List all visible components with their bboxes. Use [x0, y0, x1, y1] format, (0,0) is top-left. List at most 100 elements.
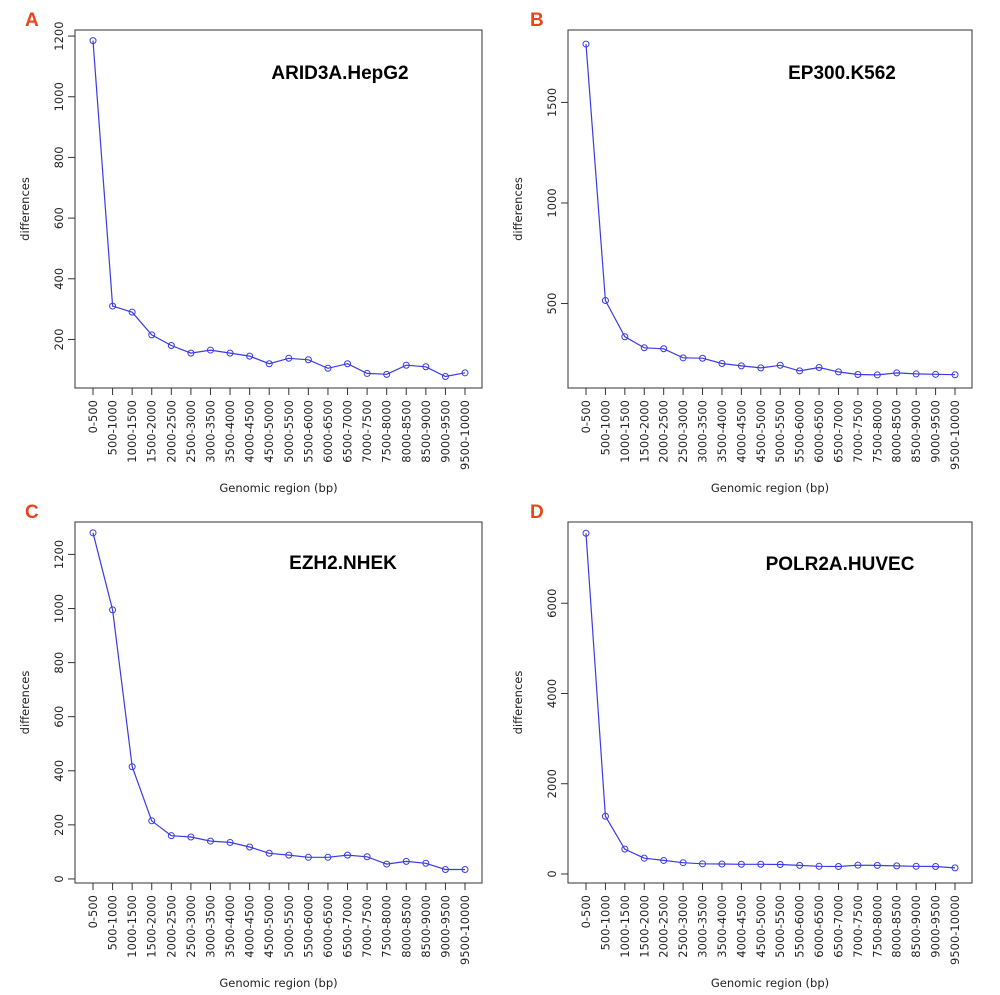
x-tick-label: 1500-2000 [145, 895, 159, 958]
data-point-2500-3000 [679, 354, 687, 362]
data-point-4500-5000 [757, 860, 765, 868]
plot-frame [74, 29, 483, 389]
x-tick-label: 3000-3500 [203, 895, 217, 958]
x-tick-label: 2000-2500 [164, 400, 178, 463]
x-tick-label: 4500-5000 [754, 895, 768, 958]
data-point-4000-4500 [246, 352, 254, 360]
x-tick-label: 7000-7500 [360, 400, 374, 463]
x-tick-label: 3000-3500 [696, 400, 710, 463]
x-tick-label: 3000-3500 [696, 895, 710, 958]
panel-letter: A [25, 10, 39, 31]
x-tick-label: 4000-4500 [243, 400, 257, 463]
data-point-1500-2000 [148, 331, 156, 339]
data-point-8500-9000 [912, 370, 920, 378]
y-tick-label: 400 [52, 760, 66, 782]
y-tick-label: 0 [545, 870, 559, 877]
x-tick-label: 2500-3000 [184, 400, 198, 463]
x-axis-label: Genomic region (bp) [711, 481, 829, 495]
data-point-0-500 [89, 37, 97, 45]
y-tick-label: 2000 [545, 769, 559, 798]
x-tick-label: 4500-5000 [754, 400, 768, 463]
data-point-1500-2000 [640, 854, 648, 862]
x-tick-label: 9000-9500 [438, 895, 452, 958]
data-point-9500-10000 [951, 864, 959, 872]
chart-title: EP300.K562 [788, 63, 896, 84]
data-point-3500-4000 [226, 349, 234, 357]
y-tick-label: 1000 [52, 594, 66, 623]
x-tick-label: 6500-7000 [341, 400, 355, 463]
x-tick-label: 6500-7000 [831, 895, 845, 958]
data-point-2000-2500 [660, 856, 668, 864]
chart-panel-c: C EZH2.NHEK 0 200 400 600 800 1000 1200 0-500 500-… [18, 502, 483, 990]
data-point-3500-4000 [718, 860, 726, 868]
data-point-3000-3500 [699, 354, 707, 362]
x-tick-label: 7000-7500 [851, 895, 865, 958]
plot-frame [567, 521, 973, 884]
panel-letter: C [25, 502, 39, 523]
data-point-5500-6000 [796, 861, 804, 869]
y-tick-label: 500 [545, 293, 559, 315]
data-point-1500-2000 [640, 344, 648, 352]
data-point-4500-5000 [265, 360, 273, 368]
y-axis-label: differences [18, 671, 32, 735]
x-tick-label: 9000-9500 [438, 400, 452, 463]
x-tick-label: 7500-8000 [380, 895, 394, 958]
chart-panel-d: D POLR2A.HUVEC 0 2000 4000 6000 0-500 500-1000 1… [511, 502, 973, 990]
x-tick-label: 6000-6500 [812, 895, 826, 958]
x-tick-label: 6000-6500 [321, 400, 335, 463]
data-point-8500-9000 [912, 862, 920, 870]
data-point-3000-3500 [699, 860, 707, 868]
data-point-4000-4500 [737, 860, 745, 868]
x-tick-label: 0-500 [579, 895, 593, 928]
y-tick-label: 800 [52, 652, 66, 674]
x-tick-label: 5500-6000 [301, 895, 315, 958]
x-tick-label: 9000-9500 [929, 400, 943, 463]
x-tick-label: 7000-7500 [360, 895, 374, 958]
y-tick-label: 1500 [545, 88, 559, 117]
data-point-9000-9500 [932, 863, 940, 871]
series-line [585, 44, 956, 376]
x-tick-label: 6000-6500 [321, 895, 335, 958]
data-point-6500-7000 [344, 851, 352, 859]
data-point-7500-8000 [873, 371, 881, 379]
x-tick-label: 6500-7000 [831, 400, 845, 463]
data-point-2000-2500 [167, 832, 175, 840]
data-point-1500-2000 [148, 817, 156, 825]
y-tick-label: 0 [52, 875, 66, 882]
data-point-8000-8500 [402, 857, 410, 865]
x-tick-label: 1000-1500 [125, 400, 139, 463]
data-point-6500-7000 [834, 863, 842, 871]
data-point-4500-5000 [757, 364, 765, 372]
plot-frame [74, 521, 483, 884]
data-point-7000-7500 [363, 369, 371, 377]
chart-title: POLR2A.HUVEC [766, 554, 915, 575]
x-tick-label: 500-1000 [598, 400, 612, 455]
series-line [585, 533, 956, 869]
x-tick-label: 3500-4000 [223, 895, 237, 958]
x-tick-label: 9000-9500 [929, 895, 943, 958]
data-point-9500-10000 [951, 371, 959, 379]
x-tick-label: 9500-10000 [458, 895, 472, 965]
x-tick-label: 5000-5500 [282, 895, 296, 958]
x-tick-label: 3000-3500 [203, 400, 217, 463]
x-tick-label: 4000-4500 [243, 895, 257, 958]
y-tick-label: 600 [52, 706, 66, 728]
data-point-2500-3000 [187, 833, 195, 841]
panel-letter: D [530, 502, 544, 523]
x-tick-label: 500-1000 [598, 895, 612, 950]
data-point-9000-9500 [441, 372, 449, 380]
y-tick-label: 1200 [52, 21, 66, 50]
data-point-5000-5500 [776, 361, 784, 369]
x-tick-label: 0-500 [86, 895, 100, 928]
x-tick-label: 8500-9000 [909, 400, 923, 463]
x-tick-label: 500-1000 [106, 895, 120, 950]
data-point-9500-10000 [461, 865, 469, 873]
x-tick-label: 9500-10000 [458, 400, 472, 470]
x-tick-label: 3500-4000 [223, 400, 237, 463]
x-tick-label: 2500-3000 [184, 895, 198, 958]
data-point-6000-6500 [324, 853, 332, 861]
y-tick-label: 6000 [545, 589, 559, 618]
x-tick-label: 5500-6000 [301, 400, 315, 463]
x-axis-label: Genomic region (bp) [219, 976, 337, 990]
data-point-8500-9000 [422, 859, 430, 867]
